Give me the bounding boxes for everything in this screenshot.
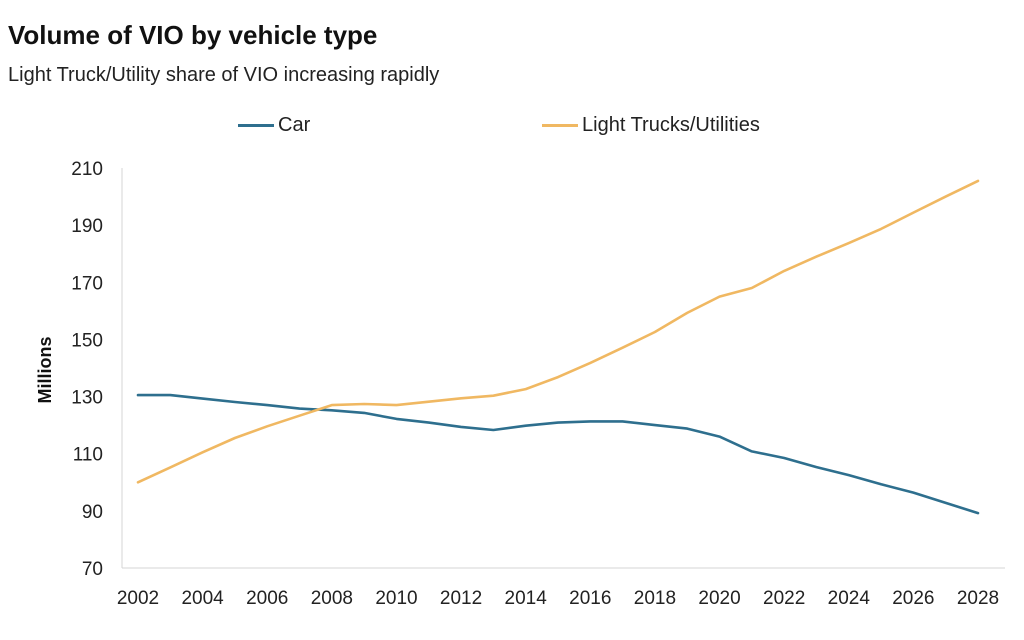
legend-label-light-trucks: Light Trucks/Utilities (582, 114, 760, 136)
legend-swatch-car (238, 124, 274, 127)
y-tick-label: 150 (71, 330, 103, 351)
y-tick-label: 210 (71, 159, 103, 180)
x-tick-label: 2018 (634, 588, 676, 609)
y-tick-label: 170 (71, 273, 103, 294)
x-tick-label: 2008 (311, 588, 353, 609)
legend-item-light-trucks: Light Trucks/Utilities (542, 114, 760, 137)
axes (121, 168, 1005, 569)
y-tick-label: 90 (82, 502, 103, 523)
x-tick-label: 2020 (698, 588, 740, 609)
y-tick-label: 130 (71, 388, 103, 409)
series-lines (136, 179, 980, 515)
x-tick-labels: 2002 2004 2006 2008 2010 2012 2014 2016 2018 2020… (117, 588, 999, 609)
chart-subtitle: Light Truck/Utility share of VIO increas… (8, 64, 440, 86)
x-tick-label: 2014 (505, 588, 548, 609)
legend-item-car: Car (238, 114, 310, 137)
x-tick-label: 2006 (246, 588, 288, 609)
y-tick-labels: 70 90 110 130 150 170 190 210 (71, 159, 103, 580)
x-tick-label: 2016 (569, 588, 611, 609)
y-tick-label: 110 (73, 445, 103, 466)
chart-title: Volume of VIO by vehicle type (8, 20, 378, 50)
series-line-car (136, 393, 980, 515)
x-tick-label: 2026 (892, 588, 934, 609)
x-tick-label: 2012 (440, 588, 482, 609)
x-tick-label: 2024 (828, 588, 871, 609)
x-tick-label: 2022 (763, 588, 805, 609)
legend-label-car: Car (278, 114, 311, 136)
x-tick-label: 2010 (375, 588, 417, 609)
y-tick-label: 190 (71, 216, 103, 237)
x-tick-label: 2004 (181, 588, 224, 609)
legend-swatch-light-trucks (542, 124, 578, 127)
legend: Car Light Trucks/Utilities (0, 114, 1024, 144)
series-line-light-trucks (136, 179, 980, 484)
x-tick-label: 2002 (117, 588, 159, 609)
x-tick-label: 2028 (957, 588, 999, 609)
y-tick-label: 70 (82, 559, 103, 580)
